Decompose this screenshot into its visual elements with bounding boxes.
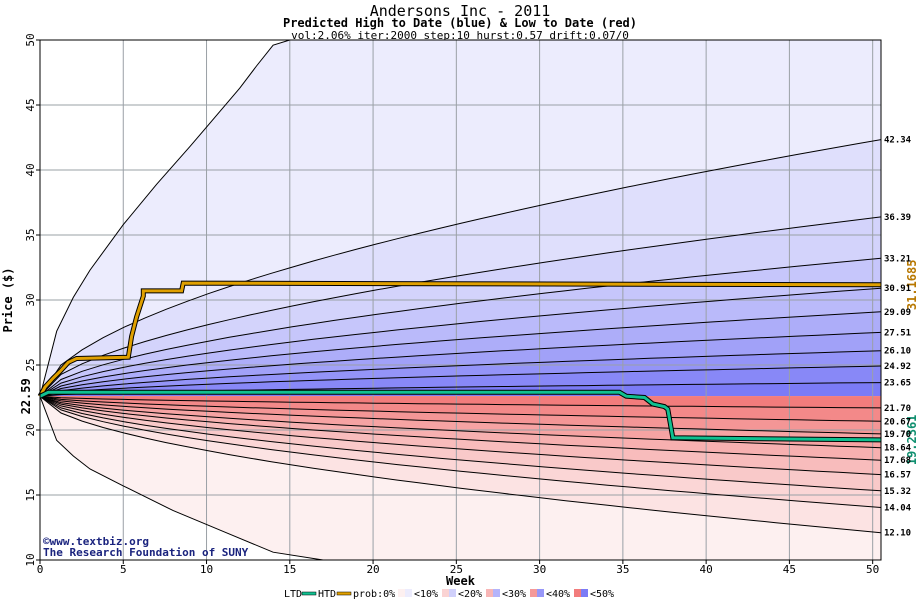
axes: 0 5 10 15 20 25 30 35 40 45 50 10 15 20 25 30 35 40 45 50 We…	[1, 33, 919, 588]
legend-ltd-label: LTD	[284, 589, 302, 600]
quantile-line	[40, 395, 881, 435]
quantile-line	[40, 395, 881, 492]
quantile-labels: 23.65 24.92 26.10 27.51 29.09 30.91 33.21 36.39…	[884, 136, 912, 539]
legend-htd-label: HTD	[318, 589, 336, 600]
y-tick-label: 10	[24, 553, 37, 566]
y-tick-label: 35	[24, 228, 37, 241]
x-tick-label: 40	[700, 563, 713, 576]
quantile-line	[40, 395, 881, 461]
y-tick-label: 20	[24, 423, 37, 436]
y-tick-label: 30	[24, 293, 37, 306]
x-tick-label: 10	[200, 563, 213, 576]
quantile-line	[40, 395, 881, 476]
quantile-line	[40, 395, 881, 422]
quantile-end-label: 14.04	[884, 503, 912, 513]
x-tick-label: 0	[37, 563, 44, 576]
quantile-end-label: 15.32	[884, 487, 911, 497]
quantile-line	[40, 395, 881, 534]
quantile-line	[40, 287, 881, 397]
quantile-line	[40, 216, 881, 397]
outer-low-line	[40, 396, 324, 560]
legend-swatch-low	[530, 589, 537, 597]
x-tick-label: 20	[366, 563, 379, 576]
legend-bucket-label: <50%	[590, 589, 614, 600]
y-tick-label: 40	[24, 163, 37, 176]
legend-bucket-label: <30%	[502, 589, 526, 600]
legend-swatch-high	[581, 589, 588, 597]
quantile-end-label: 23.65	[884, 379, 911, 389]
quantile-line	[40, 311, 881, 397]
ltd-value-label: 19.2361	[905, 415, 919, 466]
quantile-end-label: 24.92	[884, 362, 911, 372]
x-tick-label: 25	[450, 563, 463, 576]
quantile-line	[40, 395, 881, 409]
quantile-end-label: 33.21	[884, 254, 911, 264]
y-tick-label: 25	[24, 358, 37, 371]
htd-line	[38, 281, 882, 398]
quantile-end-label: 12.10	[884, 529, 911, 539]
legend: LTD HTD prob:0% <10% <20% <30% <40% <50%	[284, 589, 614, 600]
x-tick-label: 35	[616, 563, 629, 576]
x-tick-label: 5	[120, 563, 127, 576]
legend-bucket-label: <10%	[414, 589, 438, 600]
x-tick-label: 15	[283, 563, 296, 576]
copyright-text: ©www.textbiz.org	[43, 535, 149, 548]
quantile-end-label: 18.64	[884, 444, 912, 454]
quantile-line	[40, 139, 881, 397]
legend-bucket-label: <40%	[546, 589, 570, 600]
legend-swatch-high	[449, 589, 456, 597]
legend-ltd-swatch	[301, 591, 317, 596]
chart-title: Andersons Inc - 2011	[369, 2, 551, 20]
x-tick-label: 30	[533, 563, 546, 576]
probability-bands	[40, 40, 881, 560]
chart-subtitle: Predicted High to Date (blue) & Low to D…	[282, 16, 637, 30]
y-tick-label: 15	[24, 488, 37, 501]
htd-value-label: 31.1685	[905, 260, 919, 311]
y-axis-label: Price ($)	[1, 267, 15, 332]
low-band-9	[40, 396, 881, 408]
x-tick-label: 45	[783, 563, 796, 576]
quantile-lines	[40, 40, 881, 560]
quantile-end-label: 26.10	[884, 347, 911, 357]
quantile-end-label: 42.34	[884, 136, 912, 146]
legend-swatch-low	[574, 589, 581, 597]
legend-prob-label: prob:0%	[353, 589, 395, 600]
quantile-end-label: 17.68	[884, 456, 911, 466]
x-tick-label: 50	[866, 563, 879, 576]
quantile-line	[40, 395, 881, 449]
quantile-end-label: 27.51	[884, 328, 911, 338]
legend-swatch-low	[398, 589, 405, 597]
quantile-end-label: 30.91	[884, 284, 911, 294]
y-tick-label: 45	[24, 98, 37, 111]
quantile-line	[40, 350, 881, 397]
quantile-end-label: 36.39	[884, 213, 911, 223]
quantile-line	[40, 395, 881, 508]
quantile-end-label: 20.67	[884, 417, 911, 427]
legend-swatch-high	[493, 589, 500, 597]
quantile-line	[40, 365, 881, 397]
start-price-label: 22.59	[19, 378, 33, 414]
legend-swatch-high	[537, 589, 544, 597]
legend-htd-swatch	[336, 591, 352, 596]
simulation-parameters: vol:2.06% iter:2000 step:10 hurst:0.57 d…	[291, 29, 629, 42]
legend-bucket-label: <20%	[458, 589, 482, 600]
outer-high-line	[40, 40, 290, 397]
quantile-end-label: 29.09	[884, 308, 911, 318]
legend-swatch-high	[405, 589, 412, 597]
quantile-line	[40, 331, 881, 397]
quantile-end-label: 21.70	[884, 404, 911, 414]
legend-swatch-low	[486, 589, 493, 597]
x-axis-label: Week	[446, 574, 476, 588]
y-tick-label: 50	[24, 33, 37, 46]
quantile-line	[40, 257, 881, 397]
quantile-end-label: 16.57	[884, 471, 911, 481]
ltd-line	[39, 390, 882, 442]
legend-swatch-low	[442, 589, 449, 597]
quantile-end-label: 19.70	[884, 430, 911, 440]
foundation-text: The Research Foundation of SUNY	[43, 546, 249, 559]
